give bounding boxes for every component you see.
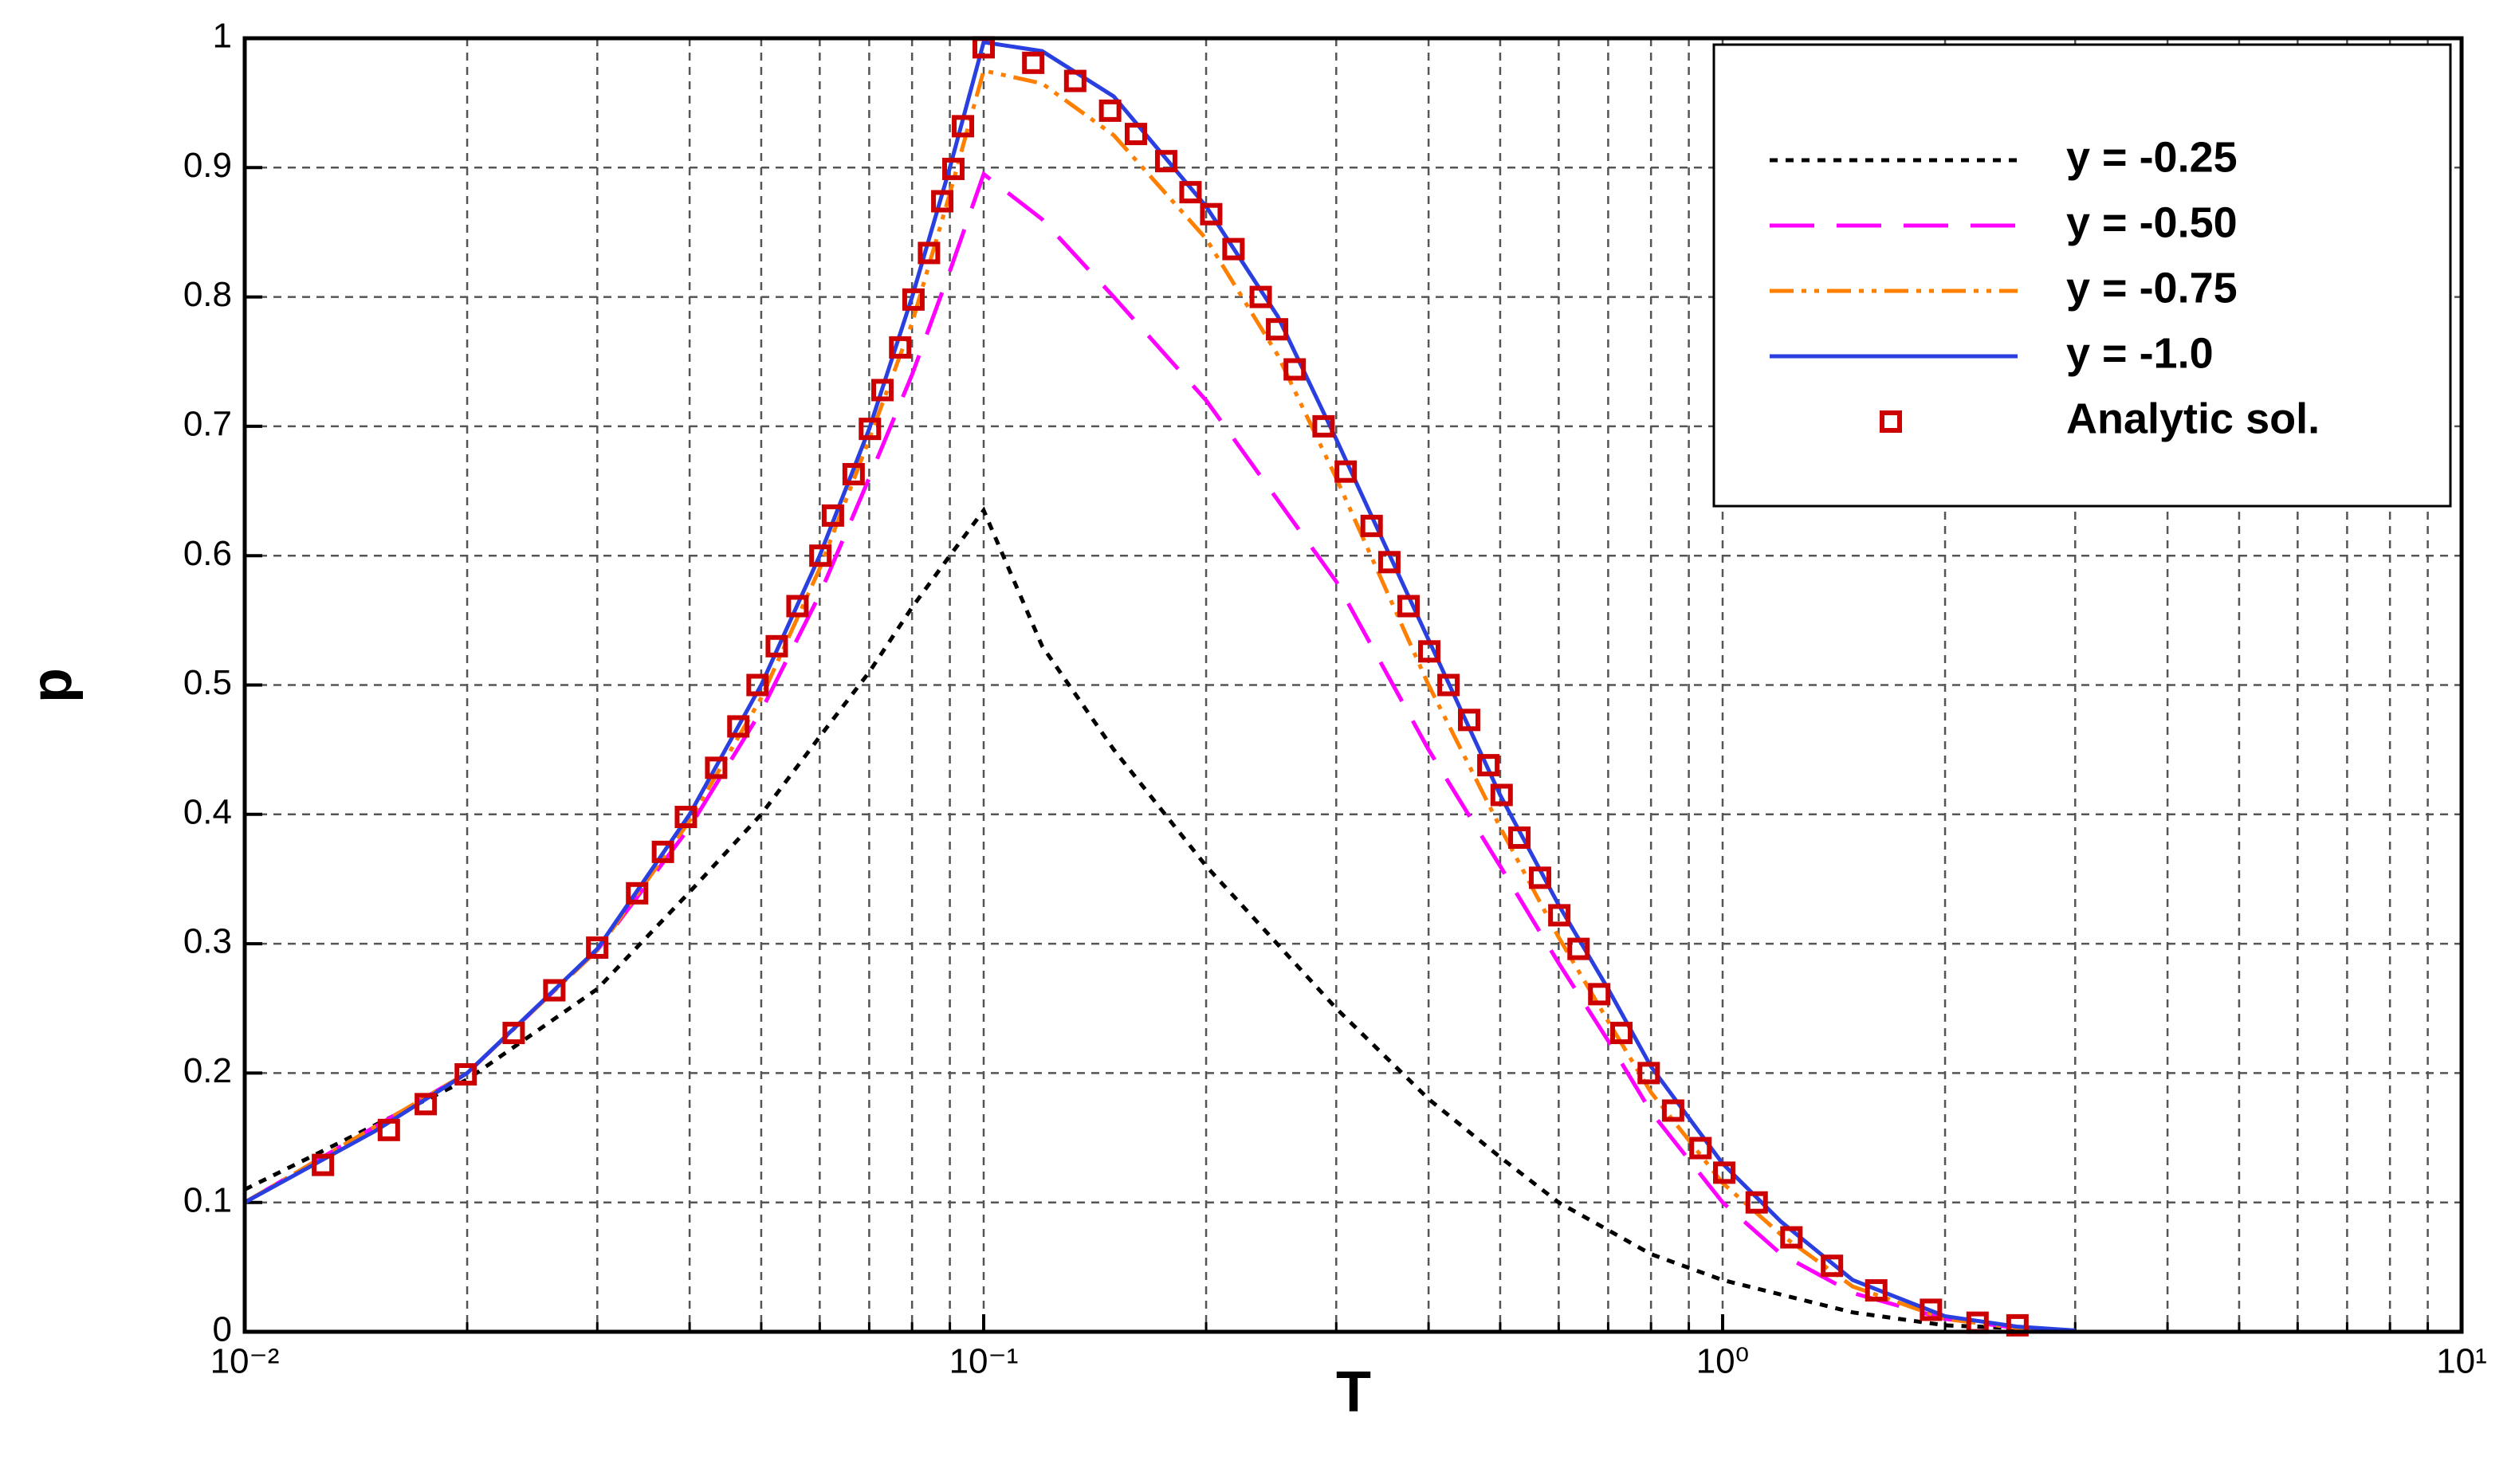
marker <box>1529 866 1552 889</box>
x-tick-label: 10⁰ <box>1696 1342 1750 1381</box>
marker <box>765 634 788 658</box>
marker <box>1124 123 1147 146</box>
marker <box>1418 640 1441 663</box>
marker <box>859 418 882 441</box>
marker <box>931 190 954 213</box>
y-tick-label: 0.2 <box>183 1051 232 1090</box>
legend-label: Analytic sol. <box>2066 395 2320 442</box>
legend-label: y = -0.75 <box>2066 264 2238 312</box>
marker <box>889 336 912 359</box>
marker <box>626 881 649 905</box>
marker <box>941 157 965 180</box>
legend-label: y = -1.0 <box>2066 329 2214 377</box>
marker <box>1022 51 1045 74</box>
marker <box>1334 460 1358 483</box>
marker <box>1713 1161 1736 1184</box>
marker <box>1377 551 1401 574</box>
marker <box>502 1022 525 1045</box>
legend-box <box>1712 43 2452 508</box>
y-tick-label: 0.6 <box>183 534 232 573</box>
y-tick-label: 0.1 <box>183 1180 232 1219</box>
marker <box>543 979 566 1002</box>
marker <box>586 936 609 959</box>
marker <box>1283 358 1307 381</box>
marker <box>1689 1137 1712 1160</box>
plot-frame <box>242 36 2464 1334</box>
marker <box>1437 673 1460 697</box>
marker <box>842 462 865 485</box>
marker <box>454 1063 477 1086</box>
y-tick-label: 1 <box>213 17 232 56</box>
y-tick-label: 0.5 <box>183 663 232 702</box>
x-tick-label: 10⁻¹ <box>949 1342 1019 1381</box>
marker <box>821 504 844 527</box>
marker <box>1588 983 1611 1006</box>
marker <box>871 379 894 402</box>
marker <box>1249 285 1272 308</box>
x-tick-label: 10¹ <box>2436 1342 2487 1381</box>
marker <box>1098 99 1122 122</box>
legend-marker <box>1880 410 1902 433</box>
marker <box>1661 1099 1684 1122</box>
marker <box>1637 1062 1660 1085</box>
y-tick-label: 0.7 <box>183 405 232 444</box>
marker <box>1397 595 1420 618</box>
marker <box>786 595 809 618</box>
legend-label: y = -0.50 <box>2066 198 2238 246</box>
marker <box>674 806 698 829</box>
marker <box>1312 414 1335 438</box>
y-tick-label: 0.3 <box>183 922 232 961</box>
marker <box>1154 150 1177 173</box>
y-tick-label: 0.8 <box>183 275 232 314</box>
marker <box>746 673 769 697</box>
legend-label: y = -0.25 <box>2066 133 2238 181</box>
marker <box>952 115 975 138</box>
marker <box>918 241 941 265</box>
y-tick-label: 0.4 <box>183 792 232 831</box>
y-tick-label: 0.9 <box>183 146 232 185</box>
marker <box>1508 826 1531 850</box>
y-tick-label: 0 <box>213 1310 232 1349</box>
marker <box>1360 514 1383 537</box>
x-tick-label: 10⁻² <box>210 1342 280 1381</box>
marker <box>1490 783 1513 807</box>
y-axis-label: p <box>20 668 84 703</box>
marker <box>1567 937 1590 960</box>
marker <box>2006 1313 2029 1337</box>
marker <box>1548 904 1571 927</box>
marker <box>1920 1298 1943 1321</box>
marker <box>1458 709 1481 732</box>
marker <box>727 715 750 738</box>
x-axis-label: T <box>1336 1360 1371 1424</box>
marker <box>1266 318 1289 341</box>
marker <box>1063 69 1087 92</box>
marker <box>1821 1254 1844 1278</box>
marker <box>1179 181 1202 204</box>
marker <box>809 544 832 567</box>
marker <box>1477 754 1500 777</box>
marker <box>1865 1279 1888 1302</box>
marker <box>902 288 925 311</box>
marker <box>651 840 674 863</box>
series-line <box>245 506 2076 1332</box>
series-line <box>245 171 2076 1332</box>
marker <box>1610 1022 1633 1045</box>
marker <box>1222 238 1245 261</box>
marker <box>1745 1191 1768 1214</box>
series-line <box>245 68 2076 1332</box>
marker <box>705 756 728 779</box>
marker <box>1200 202 1223 226</box>
marker <box>377 1118 400 1141</box>
marker <box>415 1093 438 1116</box>
marker <box>1780 1226 1803 1249</box>
marker <box>312 1153 335 1176</box>
